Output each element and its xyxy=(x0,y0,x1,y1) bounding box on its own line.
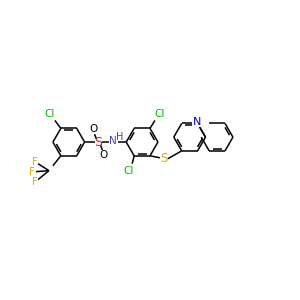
Text: F: F xyxy=(29,167,35,177)
Text: O: O xyxy=(99,150,108,160)
Text: N: N xyxy=(110,136,117,146)
Text: F: F xyxy=(32,177,38,187)
Text: S: S xyxy=(94,136,103,148)
Text: Cl: Cl xyxy=(45,110,55,119)
Text: Cl: Cl xyxy=(155,110,165,119)
Text: Cl: Cl xyxy=(123,166,134,176)
Text: O: O xyxy=(89,124,98,134)
Text: N: N xyxy=(194,117,202,128)
Text: F: F xyxy=(32,157,38,167)
Text: H: H xyxy=(116,132,123,142)
Text: S: S xyxy=(160,152,168,165)
